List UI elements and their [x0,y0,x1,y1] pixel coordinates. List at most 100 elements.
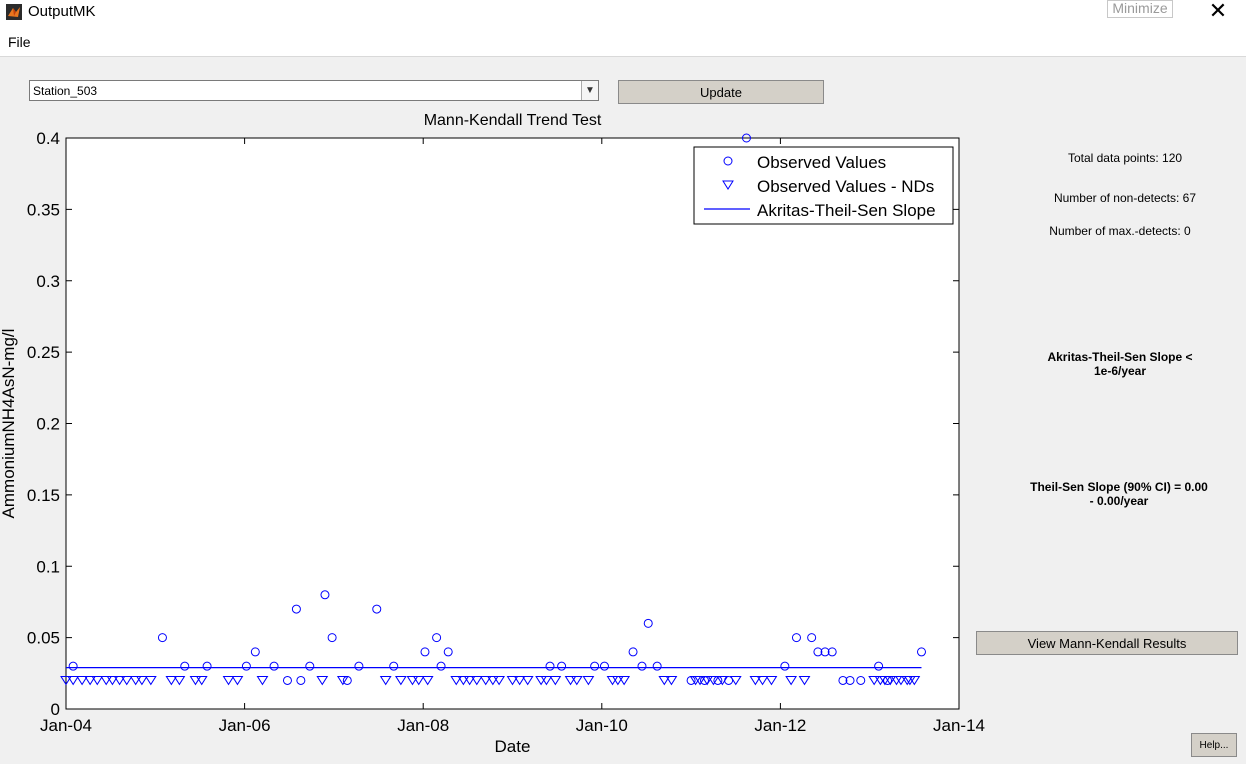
observed-point [389,661,399,671]
close-button[interactable]: ✕ [1208,0,1228,23]
nd-point [450,675,463,686]
nd-point [665,675,678,686]
nd-point [113,675,126,686]
observed-point [68,661,78,671]
observed-point [590,661,600,671]
nd-point [658,675,671,686]
y-tick-label: 0.2 [36,415,60,434]
nd-point [106,675,119,686]
nd-point [189,675,202,686]
observed-point [282,675,292,685]
nd-point [84,675,97,686]
observed-point [713,675,723,685]
nd-point [67,675,80,686]
observed-point [241,661,251,671]
theil-sen-line2: - 0.00/year [1089,494,1149,508]
observed-point [420,647,430,657]
legend-marker-circle [723,156,733,166]
observed-point [637,661,647,671]
nd-point [611,675,624,686]
x-tick-label: Jan-04 [40,716,92,735]
nd-point [421,675,434,686]
observed-point [807,633,817,643]
observed-point [916,647,926,657]
nd-point [513,675,526,686]
matlab-icon [6,4,22,20]
minimize-button[interactable]: Minimize [1107,0,1173,18]
update-button[interactable]: Update [618,80,824,104]
observed-point [320,590,330,600]
nd-point [694,675,706,686]
nd-point [582,675,595,686]
nd-point [765,675,778,686]
nd-point [493,675,506,686]
observed-point [296,675,306,685]
observed-point [856,675,866,685]
view-mk-results-button[interactable]: View Mann-Kendall Results [976,631,1238,655]
observed-point [724,675,734,685]
station-select-value: Station_503 [33,84,98,98]
observed-point [874,661,884,671]
observed-point [250,647,260,657]
nd-point [707,675,720,686]
legend-entry: Observed Values - NDs [757,177,934,196]
trend-chart: 0 0.05 0.1 0.15 0.2 0.25 0.3 0.35 0.4 Jan-04 Jan-0… [0,112,985,756]
nd-point [222,675,235,686]
x-tick-label: Jan-14 [933,716,985,735]
nd-point [868,675,881,686]
observed-point [157,633,167,643]
y-tick-label: 0.25 [27,343,60,362]
x-tick-label: Jan-08 [397,716,449,735]
observed-point [342,675,352,685]
nd-point [749,675,762,686]
observed-point [845,675,855,685]
chart-title: Mann-Kendall Trend Test [424,112,602,129]
nd-point [903,675,916,686]
akritas-slope-text: Akritas-Theil-Sen Slope < 1e-6/year [1020,350,1220,378]
nd-point [136,675,148,686]
nd-point [486,675,499,686]
chevron-down-icon[interactable]: ▼ [581,81,598,100]
nd-point [100,675,113,686]
max-detects-count: Number of max.-detects: 0 [1049,224,1191,238]
nd-point [173,675,186,686]
nd-point [165,675,178,686]
observed-point [643,618,653,628]
y-axis-label: AmmoniumNH4AsN-mg/l [0,329,18,519]
observed-point [545,661,555,671]
menu-bar: File [0,28,1246,57]
y-tick-label: 0.3 [36,272,60,291]
observed-point [305,661,315,671]
observed-point [599,661,609,671]
nd-point [336,675,349,686]
nd-point [91,675,104,686]
legend-entry: Akritas-Theil-Sen Slope [757,201,936,220]
nd-point [129,675,142,686]
nd-point [406,675,419,686]
observed-point [827,647,837,657]
y-tick-label: 0.35 [27,200,60,219]
nd-point [506,675,519,686]
nd-point [521,675,534,686]
non-detects-count: Number of non-detects: 67 [1053,191,1197,205]
station-select[interactable]: Station_503 ▼ [29,80,599,101]
observed-point [686,675,696,685]
observed-point [813,647,823,657]
observed-point [791,633,801,643]
total-data-points: Total data points: 120 [1067,151,1183,165]
menu-file[interactable]: File [8,34,31,50]
observed-point [557,661,567,671]
x-tick-label: Jan-12 [754,716,806,735]
nd-point [412,675,425,686]
help-button[interactable]: Help... [1191,733,1237,757]
y-tick-label: 0.1 [36,557,60,576]
legend-entry: Observed Values [757,153,886,172]
nd-point [256,675,269,686]
x-tick-label: Jan-10 [576,716,628,735]
window-title: OutputMK [28,3,96,20]
observed-point [354,661,364,671]
nd-point [463,675,476,686]
observed-point [820,647,830,657]
nd-point [231,675,244,686]
nd-point [457,675,470,686]
